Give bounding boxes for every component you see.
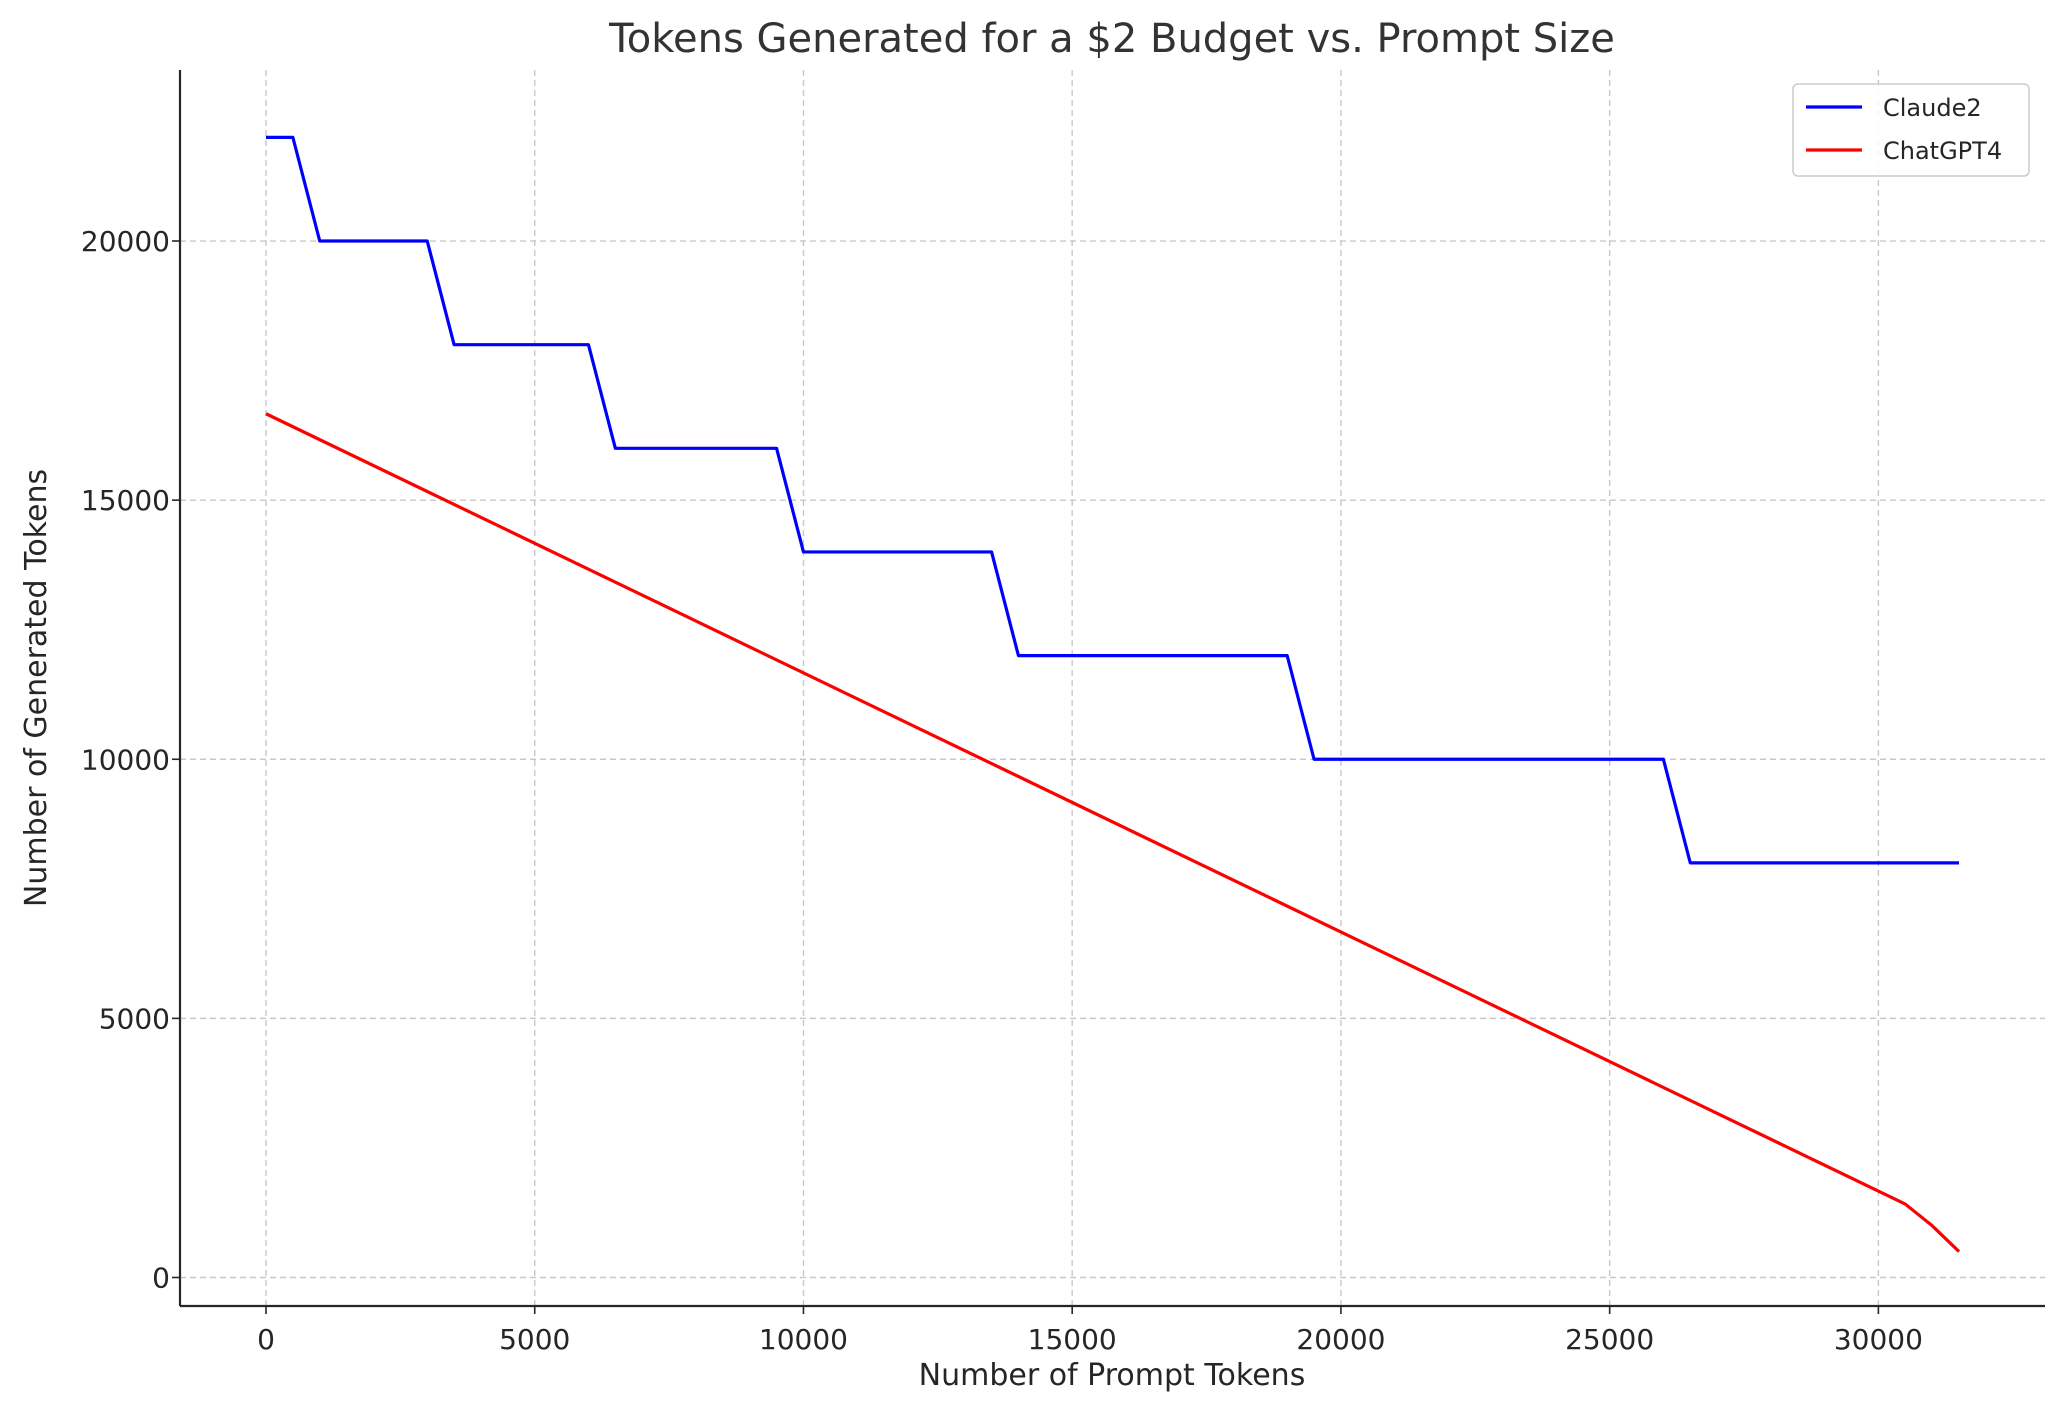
series-layer bbox=[265, 135, 1961, 1253]
y-axis-title: Number of Generated Tokens bbox=[19, 469, 54, 907]
x-axis-title: Number of Prompt Tokens bbox=[919, 1358, 1306, 1393]
x-tick-label: 10000 bbox=[759, 1323, 848, 1356]
x-tick-label: 25000 bbox=[1565, 1323, 1654, 1356]
chart-title: Tokens Generated for a $2 Budget vs. Pro… bbox=[608, 16, 1615, 62]
tick-layer: 0 5000 10000 15000 20000 25000 30000 0 5000 10000… bbox=[81, 225, 1923, 1356]
y-tick-label: 15000 bbox=[81, 484, 170, 517]
x-tick-label: 0 bbox=[257, 1323, 275, 1356]
legend-label-chatgpt4: ChatGPT4 bbox=[1883, 137, 2002, 165]
y-tick-label: 0 bbox=[152, 1261, 170, 1294]
y-tick-label: 5000 bbox=[99, 1002, 170, 1035]
grid-layer bbox=[180, 70, 2045, 1306]
axes-layer bbox=[178, 70, 2045, 1308]
x-tick-label: 5000 bbox=[499, 1323, 570, 1356]
x-tick-label: 20000 bbox=[1296, 1323, 1385, 1356]
legend: Claude2 ChatGPT4 bbox=[1792, 83, 2030, 177]
x-tick-label: 15000 bbox=[1028, 1323, 1117, 1356]
series-line-chatgpt4 bbox=[265, 412, 1961, 1253]
series-line-claude2 bbox=[265, 135, 1960, 865]
legend-label-claude2: Claude2 bbox=[1883, 94, 1982, 122]
y-tick-label: 10000 bbox=[81, 743, 170, 776]
y-tick-label: 20000 bbox=[81, 225, 170, 258]
x-tick-label: 30000 bbox=[1834, 1323, 1923, 1356]
